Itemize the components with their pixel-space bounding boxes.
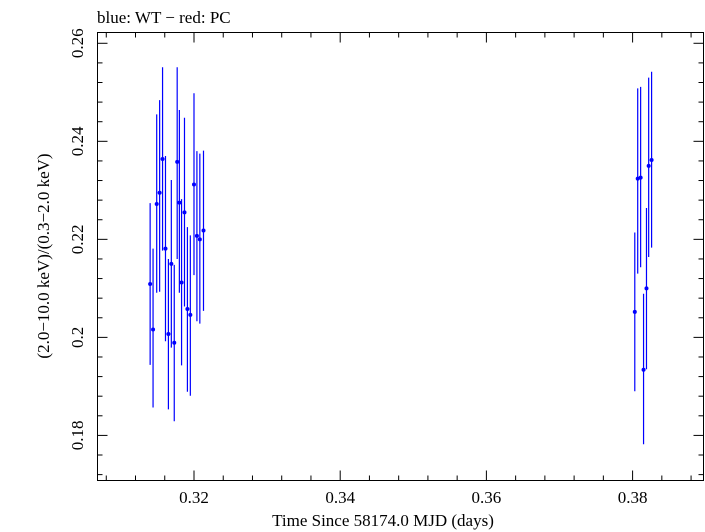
y-axis-label: (2.0−10.0 keV)/(0.3−2.0 keV)	[34, 153, 53, 358]
x-tick-label: 0.38	[618, 488, 648, 507]
point-marker	[641, 367, 646, 372]
point-marker	[163, 246, 168, 251]
wt-data-point	[151, 248, 156, 408]
point-marker	[188, 312, 193, 317]
point-marker	[154, 202, 159, 207]
point-marker	[194, 233, 199, 238]
wt-data-point	[191, 93, 196, 276]
y-tick-label: 0.2	[68, 327, 87, 348]
wt-data-point	[177, 109, 182, 293]
wt-data-point	[644, 207, 649, 370]
wt-data-point	[163, 156, 168, 342]
y-axis: 0.18 0.2 0.22 0.24 0.26	[68, 28, 704, 476]
wt-data-point	[641, 293, 646, 445]
wt-data-point	[185, 227, 190, 392]
point-marker	[182, 210, 187, 215]
wt-data-point	[649, 71, 654, 248]
wt-data-point	[148, 203, 153, 365]
wt-data-point	[646, 77, 651, 257]
wt-data-point	[179, 199, 184, 366]
point-marker	[177, 200, 182, 205]
wt-data-point	[194, 151, 199, 322]
wt-data-point	[188, 235, 193, 396]
data-points	[148, 67, 654, 445]
y-tick-label: 0.26	[68, 28, 87, 58]
point-marker	[644, 286, 649, 291]
point-marker	[148, 281, 153, 286]
x-tick-label: 0.36	[472, 488, 502, 507]
point-marker	[191, 182, 196, 187]
y-tick-label: 0.18	[68, 421, 87, 451]
point-marker	[157, 190, 162, 195]
plot-frame	[97, 32, 704, 481]
wt-data-point	[172, 264, 177, 422]
x-axis: 0.32 0.34 0.36 0.38	[105, 32, 692, 507]
point-marker	[160, 156, 165, 161]
point-marker	[175, 159, 180, 164]
wt-data-point	[175, 67, 180, 259]
point-marker	[201, 228, 206, 233]
wt-data-point	[157, 100, 162, 292]
wt-data-point	[154, 114, 159, 293]
wt-data-point	[182, 117, 187, 307]
wt-data-point	[166, 258, 171, 410]
point-marker	[179, 280, 184, 285]
x-axis-label: Time Since 58174.0 MJD (days)	[272, 511, 494, 530]
wt-data-point	[197, 153, 202, 324]
point-marker	[151, 327, 156, 332]
chart-title: blue: WT − red: PC	[97, 8, 231, 27]
wt-data-point	[160, 67, 165, 251]
wt-data-point	[201, 150, 206, 311]
wt-data-point	[635, 88, 640, 274]
wt-data-point	[632, 232, 637, 392]
point-marker	[632, 309, 637, 314]
point-marker	[646, 163, 651, 168]
wt-data-point	[169, 180, 174, 348]
point-marker	[169, 261, 174, 266]
point-marker	[649, 157, 654, 162]
wt-data-point	[638, 86, 643, 268]
y-tick-label: 0.22	[68, 224, 87, 254]
point-marker	[185, 306, 190, 311]
x-tick-label: 0.34	[325, 488, 355, 507]
x-tick-label: 0.32	[179, 488, 209, 507]
point-marker	[172, 340, 177, 345]
point-marker	[638, 175, 643, 180]
point-marker	[197, 237, 202, 242]
y-tick-label: 0.24	[68, 126, 87, 156]
point-marker	[166, 331, 171, 336]
